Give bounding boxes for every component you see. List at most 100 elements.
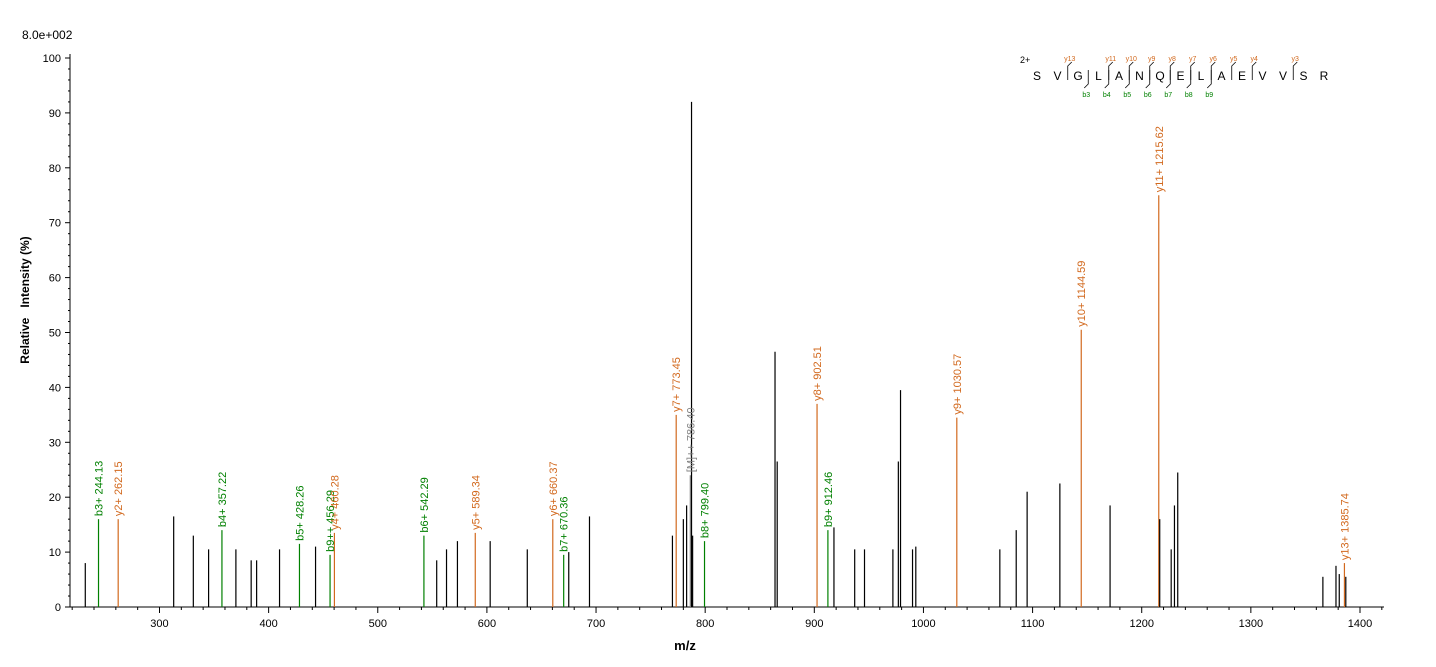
sequence-residue: R: [1320, 69, 1329, 83]
y-tick-label: 100: [43, 53, 61, 65]
peak-label: y11+ 1215.62: [1154, 126, 1166, 192]
x-tick-label: 800: [696, 618, 714, 630]
y-ion-label: y13: [1064, 56, 1075, 63]
b-ion-label: b8: [1185, 92, 1193, 99]
y-ion-bracket: [1149, 61, 1155, 80]
b-ion-bracket: [1165, 70, 1171, 89]
y-ion-bracket: [1128, 61, 1134, 80]
sequence-residue: V: [1258, 69, 1266, 83]
y-ion-label: y9: [1148, 56, 1156, 63]
b-ion-bracket: [1124, 70, 1130, 89]
x-tick-label: 1300: [1239, 618, 1263, 630]
sequence-residue: L: [1198, 69, 1205, 83]
peak-label: y9+ 1030.57: [952, 354, 964, 415]
x-tick-label: 300: [150, 618, 168, 630]
x-tick-label: 1400: [1348, 618, 1372, 630]
peak-label: b5+ 428.26: [294, 485, 306, 540]
x-tick-label: 500: [369, 618, 387, 630]
sequence-residue: S: [1299, 69, 1307, 83]
peak-label: y4+ 460.28: [329, 475, 341, 530]
peak-label: b9+ 912.46: [823, 472, 835, 527]
y-axis-label: Relative Intensity (%): [18, 236, 32, 363]
y-tick-label: 60: [49, 273, 61, 285]
sequence-residue: N: [1135, 69, 1144, 83]
peak-labels: b3+ 244.13 y2+ 262.15 b4+ 357.22 b5+ 428.26…: [94, 126, 1352, 560]
x-tick-label: 900: [805, 618, 823, 630]
sequence-residue: E: [1238, 69, 1246, 83]
y-ion-bracket: [1251, 61, 1257, 80]
peak-label: y5+ 589.34: [470, 475, 482, 530]
y-ion-bracket: [1169, 61, 1175, 80]
b-ion-bracket: [1104, 70, 1110, 89]
y-ion-label: y3: [1292, 56, 1300, 63]
b-ion-label: b3: [1082, 92, 1090, 99]
y-ion-bracket: [1292, 61, 1298, 80]
y-ion-bracket: [1108, 61, 1114, 80]
y-tick-label: 90: [49, 108, 61, 120]
peak-label: y7+ 773.45: [671, 357, 683, 412]
axes: 0 10 20 30 40 50 60 70 80 90 100 300 400 500 600 700 800…: [43, 53, 1384, 630]
peak-label: b8+ 799.40: [700, 483, 712, 538]
y-ion-label: y8: [1169, 56, 1177, 63]
x-tick-label: 600: [478, 618, 496, 630]
peak-label: y6+ 660.37: [548, 461, 560, 516]
y-ion-bracket: [1067, 61, 1073, 80]
y-tick-label: 40: [49, 382, 61, 394]
y-tick-label: 10: [49, 547, 61, 559]
b-ion-bracket: [1145, 70, 1151, 89]
peak-label: b4+ 357.22: [217, 472, 229, 527]
scale-label: 8.0e+002: [22, 28, 73, 42]
y-tick-label: 0: [55, 602, 61, 614]
x-tick-label: 400: [259, 618, 277, 630]
b-ion-bracket: [1186, 70, 1192, 89]
sequence-residue: E: [1176, 69, 1184, 83]
sequence-residue: G: [1073, 69, 1082, 83]
sequence-residue: S: [1033, 69, 1041, 83]
peak-label: b6+ 542.29: [419, 477, 431, 532]
peak-label: y10+ 1144.59: [1076, 261, 1088, 327]
x-tick-label: 1100: [1021, 618, 1045, 630]
peak-label: y8+ 902.51: [812, 346, 824, 401]
peak-label: [M]++ 786.40: [685, 407, 697, 472]
b-ion-label: b9: [1205, 92, 1213, 99]
peak-label: y2+ 262.15: [113, 461, 125, 516]
b-ion-label: b5: [1123, 92, 1131, 99]
y-ion-label: y6: [1210, 56, 1218, 63]
x-tick-label: 1000: [911, 618, 935, 630]
peak-label: b7+ 670.36: [559, 496, 571, 551]
peak-label: b3+ 244.13: [94, 461, 106, 516]
b-ion-label: b4: [1103, 92, 1111, 99]
y-ion-bracket: [1210, 61, 1216, 80]
peaks: [84, 101, 1347, 607]
y-tick-label: 70: [49, 218, 61, 230]
charge-label: 2+: [1020, 55, 1030, 65]
sequence-residue: V: [1053, 69, 1061, 83]
y-tick-label: 50: [49, 328, 61, 340]
b-ion-bracket: [1206, 70, 1212, 89]
x-tick-label: 700: [587, 618, 605, 630]
y-ion-label: y4: [1251, 56, 1259, 63]
sequence-residue: A: [1217, 69, 1225, 83]
b-ion-bracket: [1083, 70, 1089, 89]
y-ion-bracket: [1190, 61, 1196, 80]
y-ion-bracket: [1231, 61, 1237, 80]
y-ion-label: y10: [1126, 56, 1137, 63]
sequence-residue: V: [1279, 69, 1287, 83]
x-tick-label: 1200: [1129, 618, 1153, 630]
sequence-residue: Q: [1155, 69, 1164, 83]
y-ion-label: y11: [1105, 56, 1116, 63]
y-tick-label: 20: [49, 492, 61, 504]
y-ion-label: y5: [1230, 56, 1238, 63]
peak-label: b9++ 456.29: [325, 490, 337, 552]
b-ion-label: b7: [1164, 92, 1172, 99]
y-tick-label: 30: [49, 437, 61, 449]
peak-label: y13+ 1385.74: [1339, 493, 1351, 560]
x-axis-label: m/z: [674, 638, 696, 653]
y-tick-label: 80: [49, 163, 61, 175]
sequence-residue: A: [1115, 69, 1123, 83]
sequence-residue: L: [1095, 69, 1102, 83]
b-ion-label: b6: [1144, 92, 1152, 99]
